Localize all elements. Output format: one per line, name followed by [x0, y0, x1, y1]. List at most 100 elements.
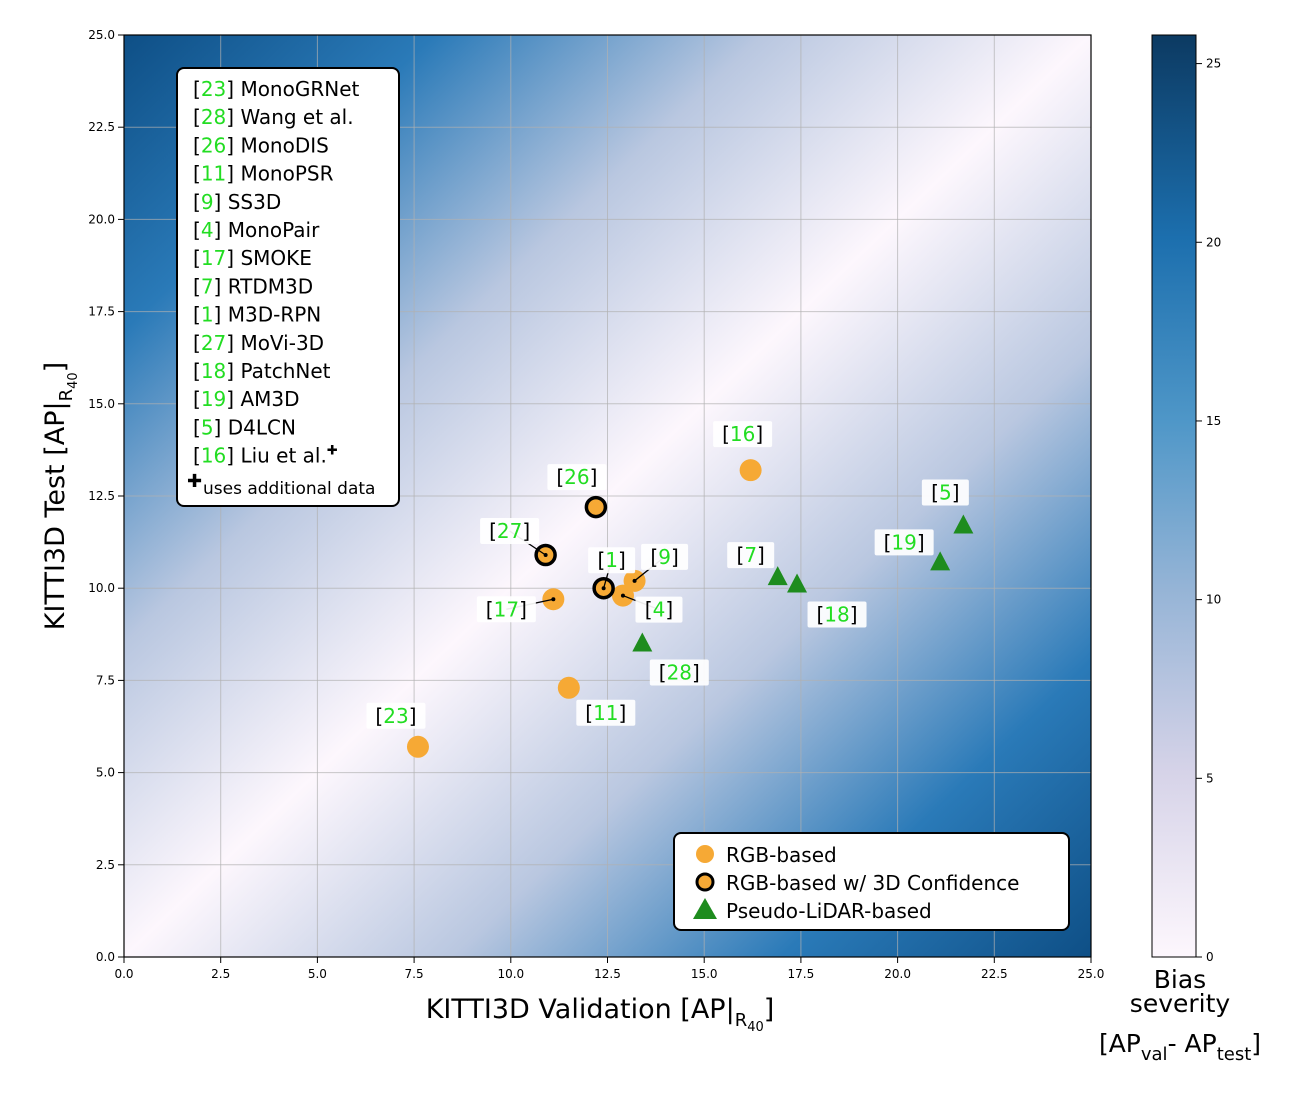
x-axis-label-subsub: 40 [747, 1020, 764, 1035]
y-axis-label-subsub: 40 [66, 372, 81, 389]
annotation-leader-dot [551, 597, 556, 602]
colorbar-tick-label: 15 [1206, 414, 1221, 428]
annotation-ref: 27 [497, 519, 522, 543]
y-tick-label: 22.5 [88, 120, 115, 134]
marker-legend: RGB-based RGB-based w/ 3D Confidence Pse… [673, 832, 1070, 931]
reference-legend-item-27: [27] MoVi-3D [193, 331, 324, 355]
annotation-box [635, 596, 683, 623]
annotation-ref: 9 [658, 545, 671, 569]
reference-number: 11 [201, 162, 226, 186]
annotation-label: [28] [659, 661, 700, 685]
reference-method-name: MonoPair [228, 218, 320, 242]
colorbar-formula-mid: - AP [1168, 1029, 1217, 1058]
reference-bracket-open: [ [193, 246, 201, 270]
reference-method-name: M3D-RPN [228, 303, 322, 327]
annotation-16: [16] [713, 421, 773, 448]
point-pseudo-19 [930, 551, 951, 571]
legend-pseudo-label: Pseudo-LiDAR-based [726, 899, 932, 923]
annotation-box [588, 547, 636, 574]
reference-bracket-open: [ [193, 274, 201, 298]
reference-method-name: Wang et al. [240, 105, 353, 129]
reference-number: 19 [201, 387, 226, 411]
annotation-ref: 18 [824, 603, 849, 627]
colorbar-ticks: 0 5 10 15 20 25 [1196, 57, 1221, 964]
point-pseudo-7 [767, 566, 788, 586]
annotation-box [366, 702, 426, 729]
x-tick-label: 22.5 [981, 967, 1008, 981]
reference-method-name: AM3D [240, 387, 299, 411]
annotation-18: [18] [807, 601, 867, 628]
annotation-label: [19] [884, 530, 925, 554]
reference-method-name: SS3D [228, 190, 282, 214]
x-axis-label-close: ] [764, 994, 775, 1025]
annotation-26: [26] [547, 464, 607, 491]
reference-legend-item-17: [17] SMOKE [193, 246, 312, 270]
y-tick-label: 25.0 [88, 28, 115, 42]
colorbar-tick-label: 25 [1206, 57, 1221, 71]
annotation-box [874, 529, 934, 556]
reference-number: 23 [201, 77, 226, 101]
colorbar-formula-start: [AP [1099, 1029, 1141, 1058]
reference-legend-item-28: [28] Wang et al. [193, 105, 354, 129]
annotation-bracket-close: ] [665, 598, 673, 622]
reference-bracket-close: ] [226, 359, 240, 383]
annotation-23: [23] [366, 702, 426, 729]
annotation-leader-dot [632, 578, 637, 583]
reference-bracket-close: ] [214, 190, 228, 214]
annotation-bracket-open: [ [375, 704, 383, 728]
reference-bracket-open: [ [193, 105, 201, 129]
annotation-box [807, 601, 867, 628]
annotation-bracket-close: ] [952, 481, 960, 505]
x-tick-label: 12.5 [594, 967, 621, 981]
annotation-leader-dot [543, 553, 548, 558]
annotation-leader-dot [620, 593, 625, 598]
annotation-label: [27] [489, 519, 530, 543]
annotation-bracket-open: [ [722, 422, 730, 446]
reference-bracket-open: [ [193, 218, 201, 242]
annotation-bracket-open: [ [659, 661, 667, 685]
annotation-label: [18] [816, 603, 857, 627]
y-axis-label: KITTI3D Test [AP|R40] [40, 362, 81, 630]
reference-bracket-close: ] [226, 162, 240, 186]
reference-number: 5 [201, 415, 214, 439]
reference-legend-item-5: [5] D4LCN [193, 415, 296, 439]
legend-pseudo-marker [693, 898, 717, 919]
annotation-bracket-open: [ [816, 603, 824, 627]
annotation-box [649, 659, 709, 686]
annotation-label: [4] [645, 598, 673, 622]
legend-rgb-marker [696, 845, 714, 863]
y-tick-label: 12.5 [88, 489, 115, 503]
colorbar-tick-label: 20 [1206, 235, 1221, 249]
annotation-bracket-open: [ [489, 519, 497, 543]
legend-rgb-conf-label: RGB-based w/ 3D Confidence [726, 871, 1019, 895]
annotation-1: [1] [588, 547, 636, 591]
x-tick-label: 0.0 [114, 967, 133, 981]
y-tick-label: 7.5 [96, 673, 115, 687]
x-tick-label: 7.5 [405, 967, 424, 981]
reference-number: 1 [201, 303, 214, 327]
annotation-label: [16] [722, 422, 763, 446]
reference-number: 9 [201, 190, 214, 214]
reference-bracket-close: ] [226, 246, 240, 270]
annotation-28: [28] [649, 659, 709, 686]
reference-bracket-open: [ [193, 415, 201, 439]
point-pseudo-18 [787, 573, 808, 593]
annotation-ref: 7 [744, 543, 757, 567]
reference-number: 17 [201, 246, 226, 270]
colorbar: 0 5 10 15 20 25 Bias severity [APval- APtest] [1099, 34, 1261, 1065]
colorbar-formula-sub2: test [1217, 1044, 1252, 1065]
annotation-ref: 4 [653, 598, 666, 622]
x-tick-label: 5.0 [308, 967, 327, 981]
annotation-5: [5] [921, 479, 969, 506]
annotation-ref: 1 [605, 548, 618, 572]
reference-bracket-open: [ [193, 190, 201, 214]
point-rgb-11 [557, 676, 580, 699]
reference-number: 7 [201, 274, 214, 298]
colorbar-formula-end: ] [1251, 1029, 1261, 1058]
reference-bracket-close: ] [214, 218, 228, 242]
annotation-box [547, 464, 607, 491]
reference-bracket-open: [ [193, 331, 201, 355]
reference-method-name: SMOKE [240, 246, 311, 270]
reference-method-name: MonoPSR [240, 162, 333, 186]
colorbar-tick-label: 5 [1206, 771, 1214, 785]
